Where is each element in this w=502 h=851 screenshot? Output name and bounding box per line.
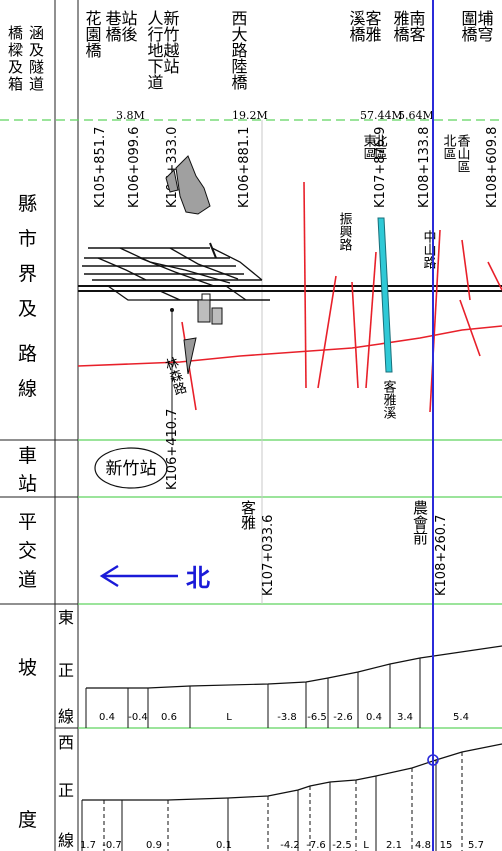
district-label: 東區 — [361, 133, 377, 160]
east-gradient-value: 0.4 — [366, 712, 382, 723]
station-row-header: 車站 — [18, 445, 37, 495]
west-gradient-value: L — [363, 840, 369, 851]
east-gradient-value: -3.8 — [277, 712, 297, 723]
east-gradient-value: 0.4 — [99, 712, 115, 723]
west-gradient-value: -2.5 — [332, 840, 352, 851]
west-gradient-value: 5.7 — [468, 840, 484, 851]
west-gradient-value: 4.8 — [415, 840, 431, 851]
bridge-name: 南客 — [407, 10, 426, 42]
header-column — [0, 0, 79, 851]
bridge-name: 巷橋 — [103, 10, 122, 43]
road-label: 振興路 — [337, 212, 353, 251]
east-gradient-value: 3.4 — [397, 712, 413, 723]
east-gradient-value: L — [226, 712, 232, 723]
bridge-name: 圍橋 — [459, 10, 478, 43]
north-arrow-label: 北 — [186, 564, 210, 592]
east-profile-line — [86, 645, 502, 689]
bridge-chainage: K106+099.6 — [127, 127, 142, 208]
span-label: 5.64M — [398, 109, 434, 122]
bridge-name: 新竹越站 — [161, 10, 180, 74]
building-cluster — [165, 155, 211, 215]
west-gradient-value: 0.9 — [146, 840, 162, 851]
river-label: 客雅溪 — [381, 379, 397, 419]
north-arrow-icon — [99, 564, 119, 588]
bridge-chainage: K108+133.8 — [417, 127, 432, 208]
gradient-profiles: 0.4 -0.4 0.6 L -3.8 -6.5 -2.6 0.4 3.4 5.4 1.7 -0.7 0… — [80, 645, 502, 851]
current-position-marker — [427, 754, 439, 766]
crossing-name: 客雅 — [239, 500, 257, 530]
district-label: 香山區 — [455, 134, 471, 173]
bridge-name: 溪橋 — [347, 10, 366, 43]
bridges-row-header: 橋樑及箱 涵及隧道 — [8, 24, 44, 93]
station-plaza — [183, 337, 197, 375]
span-label: 3.8M — [116, 109, 145, 122]
west-gradient-value: -4.2 — [280, 840, 300, 851]
station-ellipse — [94, 447, 168, 489]
west-gradient-value: 0.1 — [216, 840, 232, 851]
bridge-chainage: K106+881.1 — [237, 127, 252, 208]
crossing-chainage: K107+033.6 — [261, 515, 276, 596]
station-name: 新竹站 — [106, 459, 157, 479]
span-labels: 3.8M 19.2M 57.44M 5.64M — [116, 109, 434, 122]
east-gradient-value: 5.4 — [453, 712, 469, 723]
railway-yard — [78, 242, 502, 301]
span-label: 57.44M — [360, 109, 403, 122]
west-gradient-value: -0.7 — [102, 840, 122, 851]
bridge-name: 雅橋 — [391, 10, 410, 43]
west-gradient-value: 1.7 — [80, 840, 96, 851]
crossing-row-header: 平交道 — [18, 511, 37, 591]
east-main-header: 東正線 — [58, 608, 74, 726]
road-network — [77, 181, 502, 413]
east-gradient-value: -2.6 — [333, 712, 353, 723]
crossing-chainage: K108+260.7 — [434, 515, 449, 596]
row-dividers — [0, 119, 502, 729]
bridge-name: 西大路陸橋 — [229, 10, 248, 91]
west-gradient-value: 2.1 — [386, 840, 402, 851]
boundary-row-header: 縣市界及路線 — [18, 193, 37, 400]
west-gradient-value: 15 — [440, 840, 453, 851]
bridge-name: 客雅 — [363, 10, 382, 42]
bridge-chainage: K107+876.9 — [373, 127, 388, 208]
station-chainage: K106+410.7 — [165, 409, 180, 490]
bridge-name: 埔穹 — [475, 10, 494, 43]
crossing-name: 農會前 — [411, 500, 429, 546]
west-profile-line — [82, 743, 502, 801]
kaya-river — [377, 217, 393, 373]
east-gradient-value: -6.5 — [307, 712, 327, 723]
north-arrow: 北 — [99, 564, 210, 592]
bridge-chainage: K105+851.7 — [93, 127, 108, 208]
east-gradient-value: 0.6 — [161, 712, 177, 723]
west-gradient-value: -7.6 — [306, 840, 326, 851]
district-label: 北區 — [441, 134, 457, 160]
district-label: 北區 — [372, 134, 388, 160]
east-gradient-value: -0.4 — [128, 712, 148, 723]
bridge-chainage: K108+609.8 — [485, 127, 500, 208]
bridge-name: 站後 — [119, 10, 138, 42]
gradient-row-header: 坡度 — [18, 657, 37, 831]
span-label: 19.2M — [232, 109, 268, 122]
west-main-header: 西正線 — [58, 733, 74, 850]
bridge-name: 花園橋 — [83, 10, 102, 59]
station-marker-dot — [170, 308, 174, 312]
station-buildings — [197, 293, 223, 325]
bridge-name: 人行地下道 — [145, 10, 164, 90]
